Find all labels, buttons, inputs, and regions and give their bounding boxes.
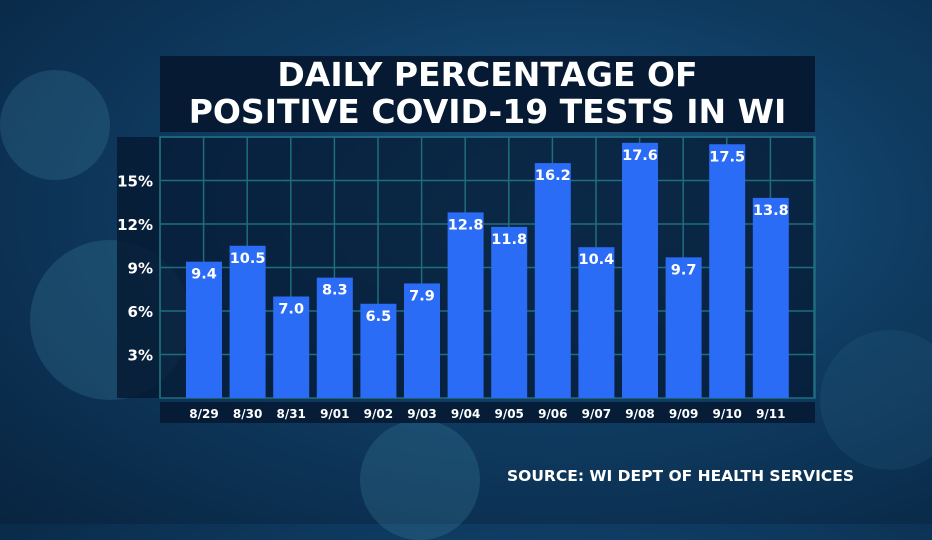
bar-value-label: 6.5 (366, 309, 392, 325)
virus-decoration (360, 420, 480, 540)
y-tick-label: 6% (128, 303, 153, 321)
title-line-1: DAILY PERCENTAGE OF (277, 55, 698, 94)
y-tick-label: 12% (117, 216, 153, 234)
bar-value-label: 9.4 (191, 267, 217, 283)
x-tick-label: 9/03 (407, 407, 436, 421)
bar-value-label: 16.2 (535, 168, 571, 184)
bar-value-label: 12.8 (448, 217, 484, 233)
bar (186, 261, 222, 398)
x-tick-label: 9/01 (320, 407, 349, 421)
x-tick-label: 9/02 (364, 407, 393, 421)
y-axis-panel (117, 137, 160, 398)
chart-title: DAILY PERCENTAGE OF POSITIVE COVID-19 TE… (160, 56, 815, 132)
bar-value-label: 11.8 (491, 232, 527, 248)
x-tick-label: 9/11 (756, 407, 785, 421)
y-tick-label: 3% (128, 347, 153, 365)
x-tick-label: 8/30 (233, 407, 262, 421)
bar-value-label: 13.8 (753, 203, 789, 219)
x-tick-label: 9/08 (625, 407, 654, 421)
bar (316, 277, 353, 398)
x-tick-label: 9/05 (494, 407, 523, 421)
bar-chart: 3% 6% 9% 12% 15% 9.4 8/29 10.5 8/30 7.0 8/31 8.3 9/0… (117, 136, 816, 423)
virus-decoration (820, 330, 932, 470)
bar-value-label: 17.6 (622, 148, 658, 164)
bar-value-label: 17.5 (709, 149, 745, 165)
y-tick-label: 9% (128, 260, 153, 278)
title-line-2: POSITIVE COVID-19 TESTS IN WI (188, 92, 787, 131)
bar (578, 247, 615, 398)
bar (534, 163, 571, 398)
bar-value-label: 10.4 (579, 252, 615, 268)
x-tick-label: 8/29 (189, 407, 218, 421)
bar (404, 283, 440, 398)
bar (752, 197, 789, 398)
x-tick-label: 9/09 (669, 407, 698, 421)
x-tick-label: 8/31 (276, 407, 305, 421)
bar-value-label: 7.0 (278, 302, 304, 318)
bar-value-label: 9.7 (671, 262, 697, 278)
x-tick-label: 9/10 (712, 407, 741, 421)
bar (709, 144, 746, 398)
bar (491, 226, 528, 398)
x-tick-label: 9/06 (538, 407, 567, 421)
x-tick-label: 9/07 (582, 407, 611, 421)
source-note: SOURCE: WI DEPT OF HEALTH SERVICES (507, 467, 855, 485)
bar (360, 303, 397, 398)
bar-value-label: 7.9 (409, 288, 435, 304)
x-axis-strip (160, 402, 815, 423)
bar (229, 245, 266, 398)
virus-decoration (0, 70, 110, 180)
bar-value-label: 8.3 (322, 283, 348, 299)
plot-border (159, 136, 816, 399)
bar-value-label: 10.5 (230, 251, 266, 267)
bar (273, 296, 310, 398)
bar (447, 212, 484, 398)
y-tick-label: 15% (117, 173, 153, 191)
x-tick-label: 9/04 (451, 407, 480, 421)
bar (665, 257, 702, 398)
bar (622, 142, 658, 398)
